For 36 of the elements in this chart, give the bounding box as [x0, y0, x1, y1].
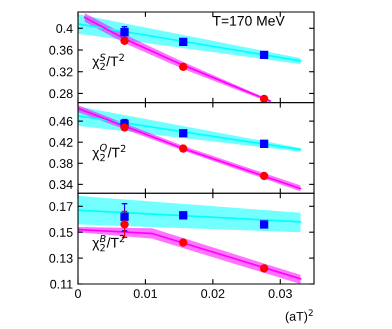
y-tick-label: 0.42 [49, 138, 73, 147]
y-axis-title: χ$^{B}$$_{2}$/T$^{2}$ [92, 234, 124, 252]
point [260, 140, 268, 148]
point [179, 129, 188, 138]
y-tick-label: 0.4 [56, 24, 73, 33]
point [120, 123, 129, 132]
y-axis-title: χ$^{S}$$_{2}$/T$^{2}$ [92, 54, 124, 70]
point [260, 220, 268, 229]
y-tick-label: 0.38 [49, 159, 73, 168]
x-tick-label: 0.01 [134, 289, 157, 298]
annotation: T=170 MeV [212, 16, 285, 26]
point [260, 264, 268, 273]
point [179, 211, 188, 220]
x-tick-label: 0.02 [201, 289, 224, 298]
x-tick-label: 0.03 [268, 289, 292, 298]
point [120, 28, 129, 36]
y-tick-label: 0.46 [49, 116, 73, 126]
y-tick-label: 0.34 [49, 180, 73, 190]
point [260, 172, 268, 180]
y-axis-title: χ$^{Q}$$_{2}$/T$^{2}$ [92, 144, 126, 162]
y-tick-label: 0.36 [49, 46, 73, 55]
y-tick-label: 0.17 [49, 202, 73, 211]
point [179, 238, 188, 247]
x-axis-title: (aT)$^{2}$ [286, 309, 313, 324]
x-tick-label: 0 [75, 289, 81, 298]
y-tick-label: 0.13 [49, 254, 73, 263]
y-tick-label: 0.15 [49, 228, 73, 237]
point [260, 94, 268, 103]
y-tick-label: 0.32 [49, 68, 73, 76]
y-tick-label: 0.28 [49, 89, 73, 98]
point [260, 50, 268, 60]
point [179, 38, 188, 46]
point [179, 144, 188, 153]
point [179, 62, 188, 71]
point [120, 220, 129, 229]
y-tick-label: 0.11 [50, 280, 73, 289]
